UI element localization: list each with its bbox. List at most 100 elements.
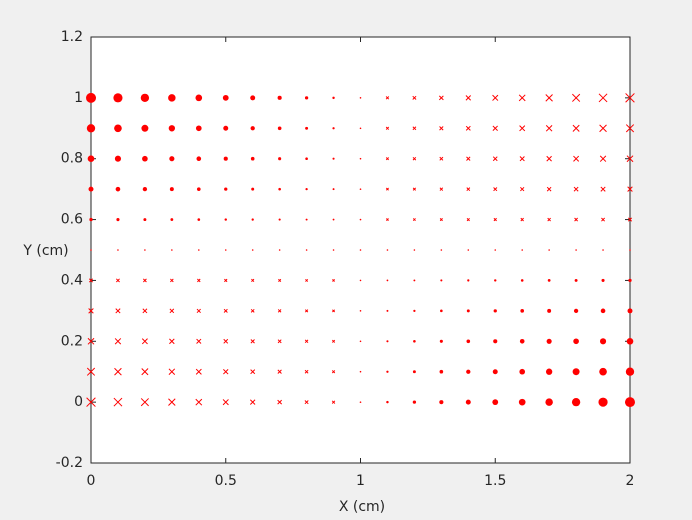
- dot-marker: [113, 93, 123, 103]
- dot-marker: [548, 249, 550, 251]
- cross-marker: [385, 96, 390, 100]
- cross-marker: [492, 94, 499, 101]
- dot-marker: [413, 279, 416, 282]
- cross-marker: [114, 338, 122, 345]
- dot-marker: [359, 401, 362, 403]
- dot-marker: [386, 279, 389, 282]
- cross-marker: [140, 398, 149, 407]
- cross-marker: [169, 338, 175, 345]
- cross-marker: [574, 217, 578, 222]
- cross-marker: [412, 95, 417, 100]
- cross-marker: [493, 217, 497, 222]
- cross-marker: [466, 156, 471, 161]
- dot-marker: [304, 96, 309, 100]
- dot-marker: [386, 400, 389, 404]
- cross-marker: [170, 278, 174, 283]
- dot-marker: [198, 249, 200, 251]
- cross-marker: [412, 218, 416, 222]
- dot-marker: [359, 370, 362, 373]
- cross-marker: [304, 400, 309, 405]
- dot-marker: [572, 368, 580, 376]
- dot-marker: [440, 309, 443, 313]
- dot-marker: [332, 157, 335, 160]
- dot-marker: [493, 309, 497, 313]
- dot-marker: [519, 338, 525, 344]
- dot-marker: [305, 157, 308, 161]
- y-tick-label: 0.2: [61, 333, 83, 349]
- cross-marker: [251, 278, 255, 283]
- dot-marker: [196, 187, 201, 191]
- cross-marker: [250, 369, 256, 375]
- cross-marker: [196, 338, 202, 344]
- cross-marker: [466, 217, 470, 222]
- dot-marker: [571, 397, 581, 407]
- cross-marker: [305, 278, 309, 282]
- x-tick-label: 1.5: [484, 473, 506, 489]
- cross-marker: [304, 369, 309, 374]
- cross-marker: [277, 309, 282, 313]
- dot-marker: [625, 367, 635, 376]
- dot-marker: [628, 278, 632, 283]
- dot-marker: [386, 340, 389, 343]
- dot-marker: [440, 249, 443, 251]
- dot-marker: [598, 397, 608, 407]
- cross-marker: [141, 368, 149, 376]
- cross-marker: [465, 125, 471, 131]
- dot-marker: [332, 249, 335, 251]
- cross-marker: [332, 279, 335, 282]
- cross-marker: [545, 94, 553, 102]
- dot-marker: [601, 278, 605, 282]
- dot-marker: [518, 398, 526, 406]
- dot-marker: [626, 337, 634, 345]
- x-tick-label: 1: [356, 473, 365, 489]
- cross-marker: [519, 156, 525, 162]
- cross-marker: [304, 339, 309, 344]
- dot-marker: [547, 279, 551, 282]
- x-axis-label: X (cm): [339, 499, 385, 515]
- dot-marker: [412, 370, 416, 374]
- dot-marker: [386, 309, 389, 312]
- dot-marker: [413, 249, 416, 251]
- dot-marker: [251, 249, 254, 251]
- cross-marker: [600, 186, 606, 192]
- dot-marker: [494, 279, 497, 282]
- cross-marker: [304, 309, 309, 313]
- cross-marker: [331, 400, 336, 404]
- dot-marker: [140, 93, 150, 103]
- dot-marker: [359, 279, 362, 282]
- cross-marker: [222, 399, 229, 406]
- dot-marker: [168, 94, 176, 102]
- dot-marker: [170, 218, 174, 221]
- dot-marker: [413, 309, 416, 312]
- dot-marker: [88, 186, 94, 192]
- cross-marker: [196, 308, 201, 314]
- dot-marker: [169, 156, 175, 162]
- dot-marker: [359, 157, 362, 160]
- cross-marker: [277, 339, 282, 344]
- dot-marker: [466, 339, 471, 344]
- y-tick-label: 0.8: [61, 151, 83, 167]
- y-tick-label: -0.2: [56, 455, 83, 471]
- x-tick-label: 0: [87, 473, 96, 489]
- dot-marker: [251, 218, 254, 221]
- cross-marker: [86, 367, 96, 376]
- cross-marker: [547, 217, 551, 222]
- cross-marker: [546, 155, 552, 162]
- dot-marker: [278, 157, 282, 161]
- dot-marker: [305, 126, 309, 130]
- dot-marker: [466, 309, 470, 313]
- cross-marker: [277, 399, 283, 405]
- dot-marker: [629, 249, 631, 251]
- dot-marker: [440, 279, 443, 282]
- cross-marker: [143, 278, 147, 283]
- dot-marker: [86, 124, 96, 133]
- cross-marker: [573, 155, 580, 162]
- cross-marker: [545, 125, 553, 132]
- dot-marker: [573, 308, 579, 314]
- cross-marker: [195, 398, 203, 406]
- dot-marker: [196, 156, 202, 162]
- cross-marker: [385, 126, 390, 130]
- cross-marker: [599, 124, 607, 133]
- dot-marker: [169, 187, 174, 192]
